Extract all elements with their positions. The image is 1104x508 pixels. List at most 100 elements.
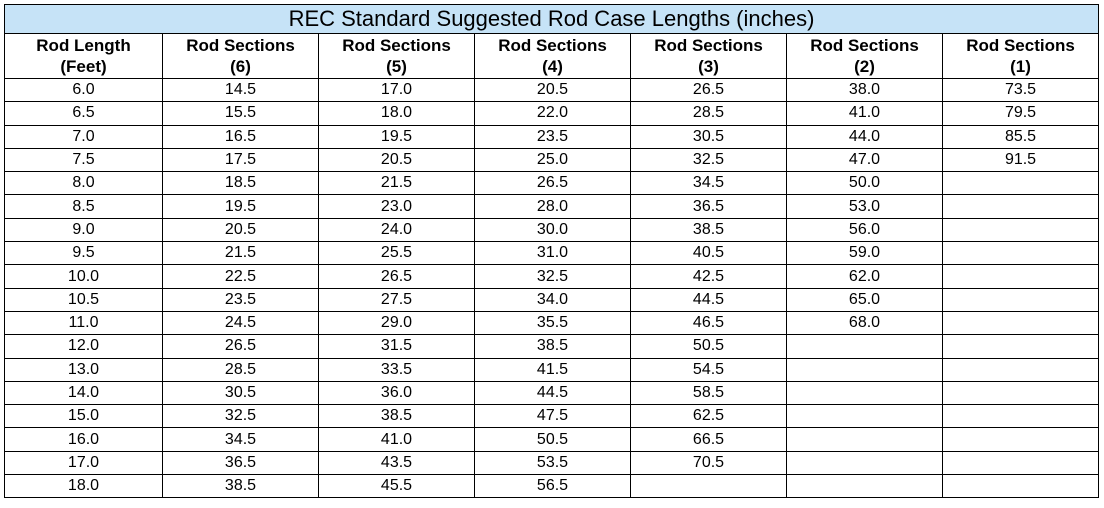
table-cell: 28.0 [474,194,631,219]
table-cell: 16.5 [162,124,319,149]
table-cell: 22.0 [474,101,631,126]
table-row: 7.5 17.5 20.5 25.0 32.5 47.0 91.5 [4,147,1100,173]
table-cell: 15.0 [4,404,163,429]
table-cell [941,380,1100,406]
table-cell: 30.5 [162,380,319,406]
table-cell [786,334,943,359]
table-cell: 56.0 [786,217,943,243]
table-cell: 42.5 [630,264,787,289]
table-cell: 38.5 [630,217,787,243]
table-cell [786,474,943,499]
header-row: Rod Length (Feet) Rod Sections (6) Rod Secti… [4,33,1100,79]
column-header-sublabel: (3) [698,57,719,76]
column-header-sublabel: (2) [854,57,875,76]
table-cell: 41.5 [474,357,631,382]
column-header-sublabel: (Feet) [60,57,107,76]
table-cell [941,334,1100,359]
table-cell: 24.5 [162,310,319,336]
table-cell: 30.5 [630,124,787,149]
table-cell: 66.5 [630,427,787,452]
table-cell: 27.5 [318,287,475,312]
table-cell: 13.0 [4,357,163,382]
table-cell: 36.5 [630,194,787,219]
table-cell [941,287,1100,312]
table-cell: 24.0 [318,217,475,243]
table-cell [941,450,1100,476]
rod-case-table: REC Standard Suggested Rod Case Lengths … [3,4,1100,499]
table-cell: 23.5 [474,124,631,149]
table-cell: 20.5 [474,77,631,103]
column-header-sublabel: (5) [386,57,407,76]
table-cell [941,427,1100,452]
table-cell: 33.5 [318,357,475,382]
table-cell: 18.0 [318,101,475,126]
table-cell: 22.5 [162,264,319,289]
table-cell: 26.5 [318,264,475,289]
table-row: 12.0 26.5 31.5 38.5 50.5 [4,334,1100,359]
table-cell: 44.5 [474,380,631,406]
table-row: 10.0 22.5 26.5 32.5 42.5 62.0 [4,264,1100,289]
table-cell [786,380,943,406]
table-row: 14.0 30.5 36.0 44.5 58.5 [4,380,1100,406]
table-cell: 62.0 [786,264,943,289]
table-cell: 25.0 [474,147,631,173]
table-cell: 50.5 [630,334,787,359]
table-cell: 34.0 [474,287,631,312]
table-cell: 31.5 [318,334,475,359]
column-header-3: Rod Sections (4) [474,33,631,79]
table-cell: 16.0 [4,427,163,452]
column-header-6: Rod Sections (1) [941,33,1100,79]
table-cell [941,241,1100,266]
table-title: REC Standard Suggested Rod Case Lengths … [3,4,1100,34]
table-cell: 62.5 [630,404,787,429]
column-header-label: Rod Length [36,36,131,55]
table-cell: 19.5 [318,124,475,149]
column-header-label: Rod Sections [966,36,1075,55]
table-cell: 15.5 [162,101,319,126]
table-cell: 34.5 [162,427,319,452]
table-cell: 73.5 [941,77,1100,103]
table-cell: 9.5 [4,241,163,266]
table-cell: 6.0 [4,77,163,103]
table-cell: 79.5 [941,101,1100,126]
table-cell [786,357,943,382]
table-row: 13.0 28.5 33.5 41.5 54.5 [4,357,1100,382]
table-cell [941,171,1100,196]
table-row: 9.5 21.5 25.5 31.0 40.5 59.0 [4,241,1100,266]
table-cell: 38.0 [786,77,943,103]
table-cell: 6.5 [4,101,163,126]
table-cell [786,427,943,452]
table-cell [941,357,1100,382]
table-cell: 36.0 [318,380,475,406]
table-cell: 26.5 [630,77,787,103]
column-header-4: Rod Sections (3) [630,33,787,79]
table-row: 11.0 24.5 29.0 35.5 46.5 68.0 [4,310,1100,336]
rod-case-table-container: REC Standard Suggested Rod Case Lengths … [3,4,1100,499]
table-cell: 26.5 [474,171,631,196]
table-cell: 28.5 [162,357,319,382]
column-header-sublabel: (1) [1010,57,1031,76]
table-cell: 34.5 [630,171,787,196]
table-cell: 85.5 [941,124,1100,149]
table-cell: 46.5 [630,310,787,336]
table-cell: 23.5 [162,287,319,312]
table-row: 10.5 23.5 27.5 34.0 44.5 65.0 [4,287,1100,312]
table-cell: 41.0 [786,101,943,126]
table-cell: 45.5 [318,474,475,499]
table-cell [941,217,1100,243]
table-cell: 65.0 [786,287,943,312]
table-cell: 53.5 [474,450,631,476]
table-cell: 19.5 [162,194,319,219]
table-cell: 35.5 [474,310,631,336]
table-cell: 21.5 [162,241,319,266]
column-header-0: Rod Length (Feet) [4,33,163,79]
table-cell: 32.5 [630,147,787,173]
table-cell: 7.5 [4,147,163,173]
column-header-label: Rod Sections [810,36,919,55]
table-cell: 18.0 [4,474,163,499]
table-cell [941,310,1100,336]
table-cell: 26.5 [162,334,319,359]
table-cell: 20.5 [318,147,475,173]
table-cell: 47.5 [474,404,631,429]
table-cell: 50.5 [474,427,631,452]
